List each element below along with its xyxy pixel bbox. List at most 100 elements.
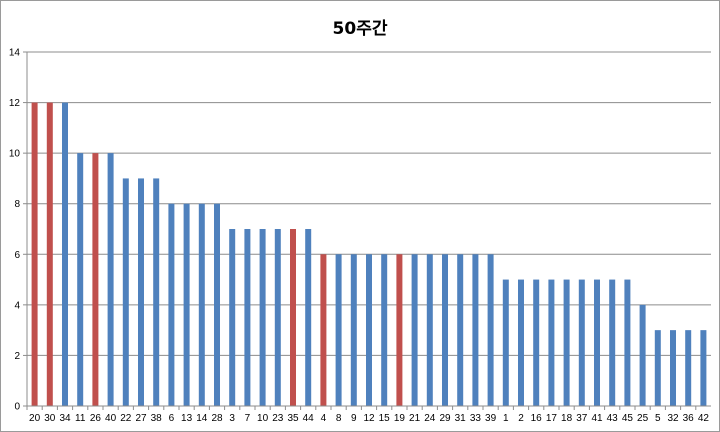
bar-21 — [411, 254, 418, 406]
bar-3 — [229, 229, 236, 406]
bar-6 — [168, 203, 175, 406]
x-tick-label: 39 — [485, 413, 497, 424]
bar-1 — [502, 279, 509, 406]
x-tick-label: 37 — [576, 413, 588, 424]
bar-45 — [624, 279, 631, 406]
x-tick-label: 40 — [105, 413, 117, 424]
x-tick-label: 5 — [655, 413, 661, 424]
bar-30 — [46, 102, 53, 407]
x-tick-label: 36 — [683, 413, 695, 424]
bar-13 — [183, 203, 190, 406]
y-tick-label: 12 — [9, 98, 21, 109]
x-tick-label: 13 — [181, 413, 193, 424]
x-tick-label: 25 — [637, 413, 649, 424]
x-tick-label: 41 — [591, 413, 603, 424]
y-tick-label: 4 — [14, 300, 20, 311]
x-tick-label: 20 — [29, 413, 41, 424]
bar-36 — [685, 330, 692, 406]
bar-20 — [31, 102, 38, 407]
x-tick-label: 38 — [151, 413, 163, 424]
bar-43 — [609, 279, 616, 406]
bar-41 — [594, 279, 600, 406]
bar-24 — [426, 254, 433, 406]
x-tick-label: 44 — [303, 413, 315, 424]
x-tick-label: 22 — [120, 413, 132, 424]
bar-33 — [472, 254, 479, 406]
x-tick-label: 23 — [272, 413, 284, 424]
x-tick-label: 15 — [379, 413, 391, 424]
bar-15 — [381, 254, 388, 406]
x-tick-label: 1 — [503, 413, 509, 424]
bar-42 — [700, 330, 707, 406]
bar-4 — [320, 254, 327, 406]
bar-8 — [335, 254, 342, 406]
x-tick-label: 42 — [698, 413, 710, 424]
bar-28 — [214, 203, 220, 406]
bar-18 — [563, 279, 570, 406]
x-tick-label: 6 — [169, 413, 175, 424]
chart-title: 50주간 — [332, 19, 388, 39]
bar-37 — [578, 279, 585, 406]
bar-16 — [533, 279, 540, 406]
bar-25 — [639, 304, 646, 406]
x-axis-labels: 20 30 34 11 26 40 22 27 38 6 13 14 28 3 7 10 23 35 44 4 8 9 12… — [26, 406, 710, 424]
bar-23 — [274, 229, 281, 406]
x-tick-label: 26 — [90, 413, 102, 424]
bar-7 — [244, 229, 251, 406]
x-tick-label: 30 — [44, 413, 56, 424]
x-tick-label: 21 — [409, 413, 421, 424]
bar-5 — [654, 330, 661, 406]
x-tick-label: 33 — [470, 413, 482, 424]
x-tick-label: 45 — [622, 413, 634, 424]
x-tick-label: 29 — [439, 413, 451, 424]
x-tick-label: 12 — [363, 413, 375, 424]
x-tick-label: 28 — [211, 413, 223, 424]
bar-22 — [122, 178, 129, 406]
x-tick-label: 18 — [561, 413, 573, 424]
x-tick-label: 3 — [229, 413, 235, 424]
bar-31 — [457, 254, 464, 406]
bar-44 — [305, 229, 312, 406]
x-tick-label: 32 — [667, 413, 679, 424]
bars — [31, 102, 707, 407]
bar-27 — [138, 178, 144, 406]
bar-39 — [487, 254, 494, 406]
bar-38 — [153, 178, 160, 406]
y-axis-ticks: 0 2 4 6 8 10 12 14 — [9, 48, 27, 413]
y-tick-label: 8 — [14, 199, 20, 210]
x-tick-label: 4 — [321, 413, 327, 424]
bar-12 — [366, 254, 372, 406]
x-tick-label: 16 — [531, 413, 543, 424]
x-tick-label: 19 — [394, 413, 406, 424]
bar-10 — [259, 229, 266, 406]
x-tick-label: 7 — [245, 413, 251, 424]
x-tick-label: 14 — [196, 413, 208, 424]
y-tick-label: 10 — [9, 149, 21, 160]
x-tick-label: 43 — [607, 413, 619, 424]
x-tick-label: 2 — [518, 413, 524, 424]
bar-19 — [396, 254, 403, 406]
bar-17 — [548, 279, 555, 406]
bar-40 — [107, 153, 114, 406]
x-tick-label: 24 — [424, 413, 436, 424]
x-tick-label: 27 — [135, 413, 147, 424]
x-tick-label: 31 — [455, 413, 467, 424]
bar-34 — [62, 102, 68, 407]
x-tick-label: 34 — [59, 413, 71, 424]
bar-32 — [670, 330, 676, 406]
bar-26 — [92, 153, 99, 406]
y-tick-label: 6 — [14, 250, 20, 261]
y-tick-label: 2 — [14, 351, 20, 362]
x-tick-label: 8 — [336, 413, 342, 424]
x-tick-label: 10 — [257, 413, 269, 424]
bar-11 — [77, 153, 84, 406]
bar-29 — [442, 254, 448, 406]
bar-35 — [290, 229, 296, 406]
x-tick-label: 35 — [287, 413, 299, 424]
bar-9 — [350, 254, 357, 406]
bar-14 — [198, 203, 205, 406]
y-tick-label: 0 — [14, 402, 20, 413]
x-tick-label: 9 — [351, 413, 357, 424]
bar-2 — [518, 279, 524, 406]
